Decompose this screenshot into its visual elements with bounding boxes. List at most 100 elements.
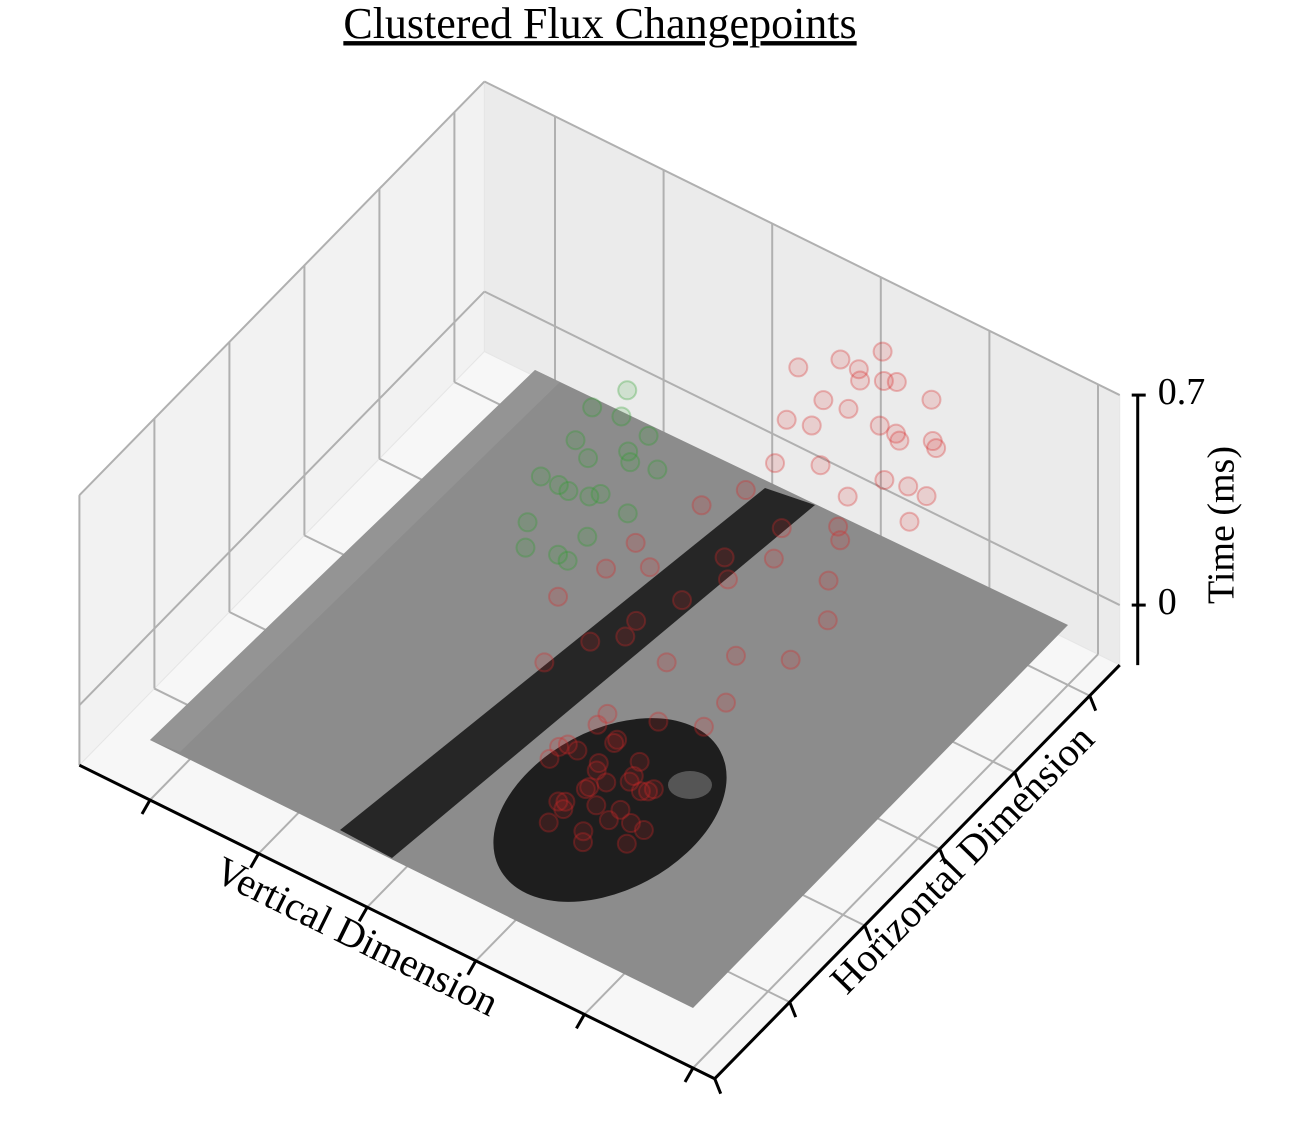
grid-line (692, 653, 1099, 1069)
point (926, 438, 947, 459)
point (693, 716, 714, 737)
point (590, 483, 611, 504)
point (837, 486, 858, 507)
point (886, 423, 907, 444)
point (555, 791, 576, 812)
point (691, 495, 712, 516)
point (625, 532, 646, 553)
point (598, 810, 619, 831)
point (672, 590, 693, 611)
point (869, 415, 890, 436)
point (818, 570, 839, 591)
point (611, 406, 632, 427)
point (629, 751, 650, 772)
point (588, 753, 609, 774)
point (548, 586, 569, 607)
point (922, 431, 943, 452)
surface-blob (493, 718, 727, 902)
point (714, 547, 735, 568)
point (580, 631, 601, 652)
point (586, 760, 607, 781)
y-tick (863, 924, 873, 942)
point (515, 537, 536, 558)
point (620, 452, 641, 473)
y-tick (938, 848, 948, 865)
point (874, 470, 895, 490)
point (607, 729, 628, 750)
point (604, 732, 625, 753)
point (538, 812, 559, 833)
y-tick (1013, 771, 1023, 788)
point (610, 799, 631, 820)
point (817, 610, 838, 631)
point (647, 459, 668, 480)
point (539, 748, 560, 769)
point (886, 371, 907, 392)
point (557, 734, 578, 755)
point (638, 781, 659, 802)
point (765, 453, 786, 474)
point (801, 415, 822, 436)
point (596, 772, 617, 793)
point (828, 516, 849, 537)
point (548, 475, 569, 496)
point (617, 503, 638, 524)
point (633, 820, 654, 841)
point (771, 518, 792, 539)
x-axis (78, 763, 716, 1081)
x-tick (683, 1067, 695, 1083)
point (763, 548, 784, 569)
point (579, 777, 600, 798)
point (618, 441, 639, 462)
point (648, 711, 669, 732)
point (615, 626, 636, 647)
surface-shade (150, 370, 560, 752)
point (830, 530, 851, 551)
point (587, 714, 608, 735)
point (548, 791, 569, 812)
point (643, 779, 664, 800)
x-tick (357, 906, 369, 922)
point (898, 476, 919, 497)
point (717, 569, 738, 590)
grid-line (483, 80, 1121, 396)
point (557, 550, 578, 571)
z-tick-label: 0 (1158, 581, 1177, 623)
point (565, 430, 586, 451)
x-tick (249, 852, 260, 869)
point (889, 430, 910, 451)
point (838, 398, 859, 419)
point (656, 652, 677, 673)
point (623, 766, 644, 786)
point (735, 480, 756, 501)
x-tick (575, 1013, 586, 1030)
point (813, 390, 834, 411)
point (578, 448, 599, 469)
point (850, 370, 871, 391)
point (830, 349, 851, 370)
point (626, 610, 647, 631)
y-tick (788, 1001, 798, 1018)
point (567, 740, 588, 761)
point (639, 557, 660, 578)
point (553, 799, 574, 820)
point (788, 357, 809, 378)
y-axis (713, 664, 1121, 1080)
point (619, 771, 640, 792)
z-axis-label: Time (ms) (1201, 446, 1243, 604)
point (630, 781, 651, 802)
y-tick (713, 1078, 723, 1095)
grid-line (483, 290, 1121, 606)
point (616, 833, 637, 854)
point (725, 645, 746, 666)
point (577, 526, 598, 547)
surface-blob-detail (668, 771, 712, 799)
point (534, 652, 555, 673)
point (916, 486, 937, 507)
point (638, 425, 659, 446)
point (586, 795, 607, 816)
point (620, 813, 641, 834)
point (530, 466, 551, 487)
axes: 00.7 (78, 371, 1205, 1095)
point (597, 703, 618, 724)
